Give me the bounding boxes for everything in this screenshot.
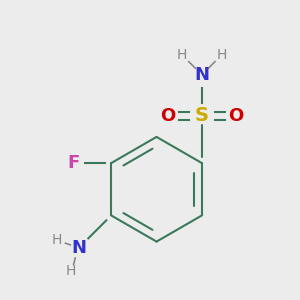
Text: H: H [216,48,227,62]
Text: H: H [65,264,76,278]
Text: N: N [194,66,209,84]
Text: F: F [68,154,80,172]
Text: O: O [160,106,175,124]
Text: H: H [52,233,62,247]
Text: H: H [177,48,188,62]
Text: S: S [195,106,209,125]
Text: O: O [229,106,244,124]
Text: N: N [71,239,86,257]
